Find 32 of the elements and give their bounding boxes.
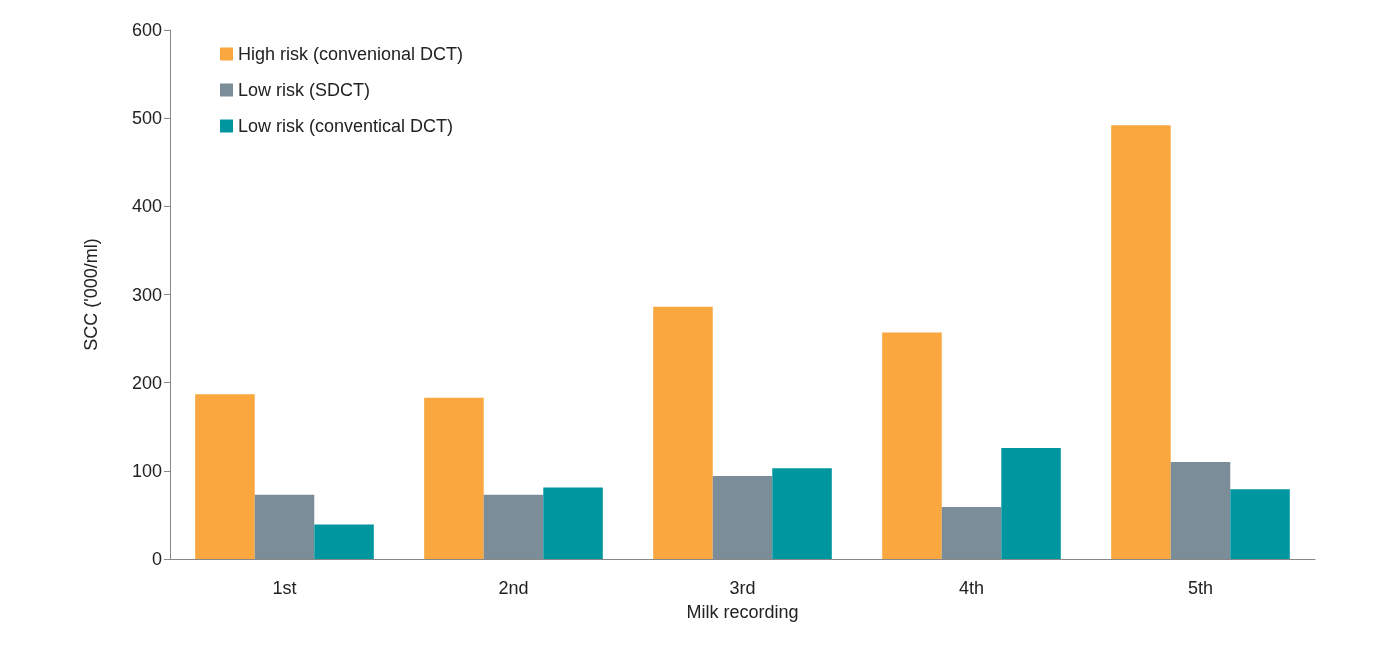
y-tick-label: 100	[131, 460, 162, 481]
bar	[1001, 447, 1061, 559]
x-tick-label: 4th	[958, 578, 985, 598]
y-axis-title: SCC ('000/ml)	[81, 238, 101, 351]
y-tick-label: 500	[131, 108, 162, 129]
bar	[712, 476, 773, 559]
legend-label: High risk (convenional DCT)	[238, 44, 464, 64]
x-tick-label: 5th	[1187, 578, 1214, 598]
y-tick-label: 300	[131, 284, 162, 305]
y-tick-label: 200	[131, 372, 162, 393]
bar	[882, 332, 942, 559]
x-tick-label: 2nd	[498, 578, 529, 598]
bar	[483, 494, 544, 559]
x-tick-label: 3rd	[729, 578, 756, 598]
bar	[1170, 462, 1231, 559]
bar	[543, 487, 603, 559]
x-axis-title: Milk recording	[686, 602, 799, 622]
x-tick-label: 1st	[272, 578, 297, 598]
y-tick-label: 400	[131, 196, 162, 217]
bar	[314, 524, 374, 559]
y-tick-label: 0	[151, 549, 162, 569]
bar	[254, 494, 315, 559]
bar	[1111, 125, 1171, 559]
bar	[653, 306, 713, 559]
bar	[1230, 489, 1290, 559]
bar	[424, 397, 484, 559]
bar	[772, 468, 832, 559]
legend-label: Low risk (SDCT)	[238, 80, 371, 100]
bar	[941, 506, 1002, 559]
y-tick-label: 600	[131, 20, 162, 40]
bar	[195, 394, 255, 559]
legend-label: Low risk (conventical DCT)	[238, 116, 454, 136]
